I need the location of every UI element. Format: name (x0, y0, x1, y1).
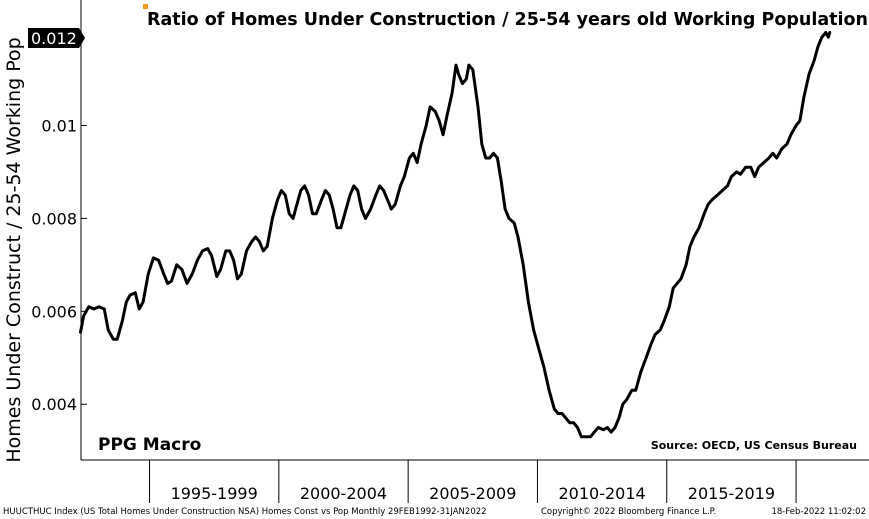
y-tick-label: 0.008 (31, 209, 77, 228)
x-category-label: 2005-2009 (429, 484, 516, 503)
last-value-tag: 0.012 (28, 28, 85, 48)
x-category-label: 2010-2014 (558, 484, 645, 503)
series-line (79, 31, 832, 439)
brand-label: PPG Macro (98, 435, 201, 455)
x-categories: 1995-1999 2000-2004 2005-2009 2010-2014 2015… (149, 460, 797, 503)
x-category-label: 2015-2019 (688, 484, 775, 503)
footer-center: Copyright© 2022 Bloomberg Finance L.P. (541, 507, 716, 517)
y-tick-label: 0.004 (31, 395, 77, 414)
source-label: Source: OECD, US Census Bureau (651, 439, 857, 452)
footer-left: HUUCTHUC Index (US Total Homes Under Con… (3, 507, 487, 517)
y-tick-label: 0.01 (41, 116, 77, 135)
y-ticks: 0.004 0.006 0.008 0.01 (31, 116, 87, 414)
y-tick-label: 0.006 (31, 302, 77, 321)
chart-title: Ratio of Homes Under Construction / 25-5… (147, 10, 868, 30)
footer-right: 18-Feb-2022 11:02:02 (771, 507, 866, 517)
x-category-label: 2000-2004 (300, 484, 387, 503)
last-value-tag-bg (28, 28, 85, 48)
last-value-label: 0.012 (31, 29, 77, 48)
title-marker (143, 4, 148, 9)
x-category-label: 1995-1999 (171, 484, 258, 503)
y-axis-label: Homes Under Construct / 25-54 Working Po… (3, 37, 25, 462)
